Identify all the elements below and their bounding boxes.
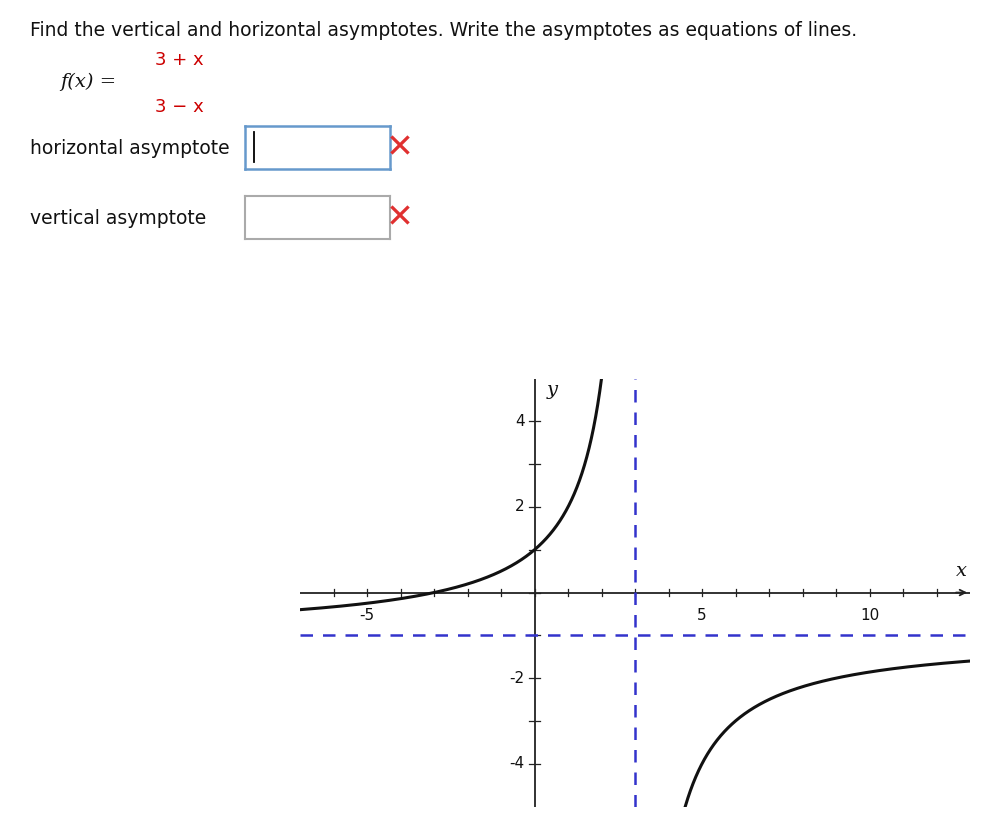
Text: Find the vertical and horizontal asymptotes. Write the asymptotes as equations o: Find the vertical and horizontal asympto… <box>30 21 857 40</box>
Text: y: y <box>546 381 557 398</box>
Text: f(x) =: f(x) = <box>60 73 116 91</box>
Text: 3 − x: 3 − x <box>155 98 204 116</box>
Text: 5: 5 <box>697 607 707 622</box>
Text: -4: -4 <box>509 756 524 771</box>
Text: vertical asymptote: vertical asymptote <box>30 208 206 228</box>
Text: 4: 4 <box>515 414 524 429</box>
Text: -2: -2 <box>509 671 524 686</box>
Text: horizontal asymptote: horizontal asymptote <box>30 138 230 158</box>
Text: 2: 2 <box>515 500 524 514</box>
Text: x: x <box>956 562 967 579</box>
Text: ✕: ✕ <box>386 202 414 235</box>
Text: ✕: ✕ <box>386 132 414 165</box>
Text: 10: 10 <box>860 607 879 622</box>
Text: 3 + x: 3 + x <box>155 51 204 69</box>
Text: -5: -5 <box>359 607 375 622</box>
